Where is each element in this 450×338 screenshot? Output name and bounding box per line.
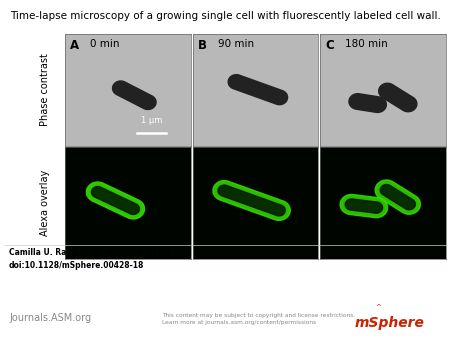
Text: 90 min: 90 min xyxy=(218,40,254,49)
Polygon shape xyxy=(112,81,156,110)
Text: 1 μm: 1 μm xyxy=(140,116,162,125)
Text: Journals.ASM.org: Journals.ASM.org xyxy=(9,313,91,323)
Polygon shape xyxy=(228,75,288,105)
Text: Time-lapse microscopy of a growing single cell with fluorescently labeled cell w: Time-lapse microscopy of a growing singl… xyxy=(9,11,441,21)
Polygon shape xyxy=(213,180,290,220)
Text: 0 min: 0 min xyxy=(90,40,120,49)
Polygon shape xyxy=(379,83,417,112)
Text: ^: ^ xyxy=(375,304,381,310)
Polygon shape xyxy=(218,185,285,216)
Text: C: C xyxy=(325,40,334,52)
Text: B: B xyxy=(198,40,207,52)
Text: A: A xyxy=(70,40,79,52)
Polygon shape xyxy=(380,185,415,210)
Polygon shape xyxy=(340,194,387,218)
Polygon shape xyxy=(91,187,140,214)
Text: 180 min: 180 min xyxy=(345,40,388,49)
Text: This content may be subject to copyright and license restrictions.
Learn more at: This content may be subject to copyright… xyxy=(162,313,355,325)
Polygon shape xyxy=(375,180,420,214)
Polygon shape xyxy=(86,182,144,219)
Text: Phase contrast: Phase contrast xyxy=(40,53,50,126)
Text: Alexa overlay: Alexa overlay xyxy=(40,170,50,236)
Text: Camilla U. Rang et al. mSphere 2018;
doi:10.1128/mSphere.00428-18: Camilla U. Rang et al. mSphere 2018; doi… xyxy=(9,248,170,270)
Text: mSphere: mSphere xyxy=(354,316,424,330)
Polygon shape xyxy=(349,94,387,113)
Polygon shape xyxy=(345,199,382,213)
